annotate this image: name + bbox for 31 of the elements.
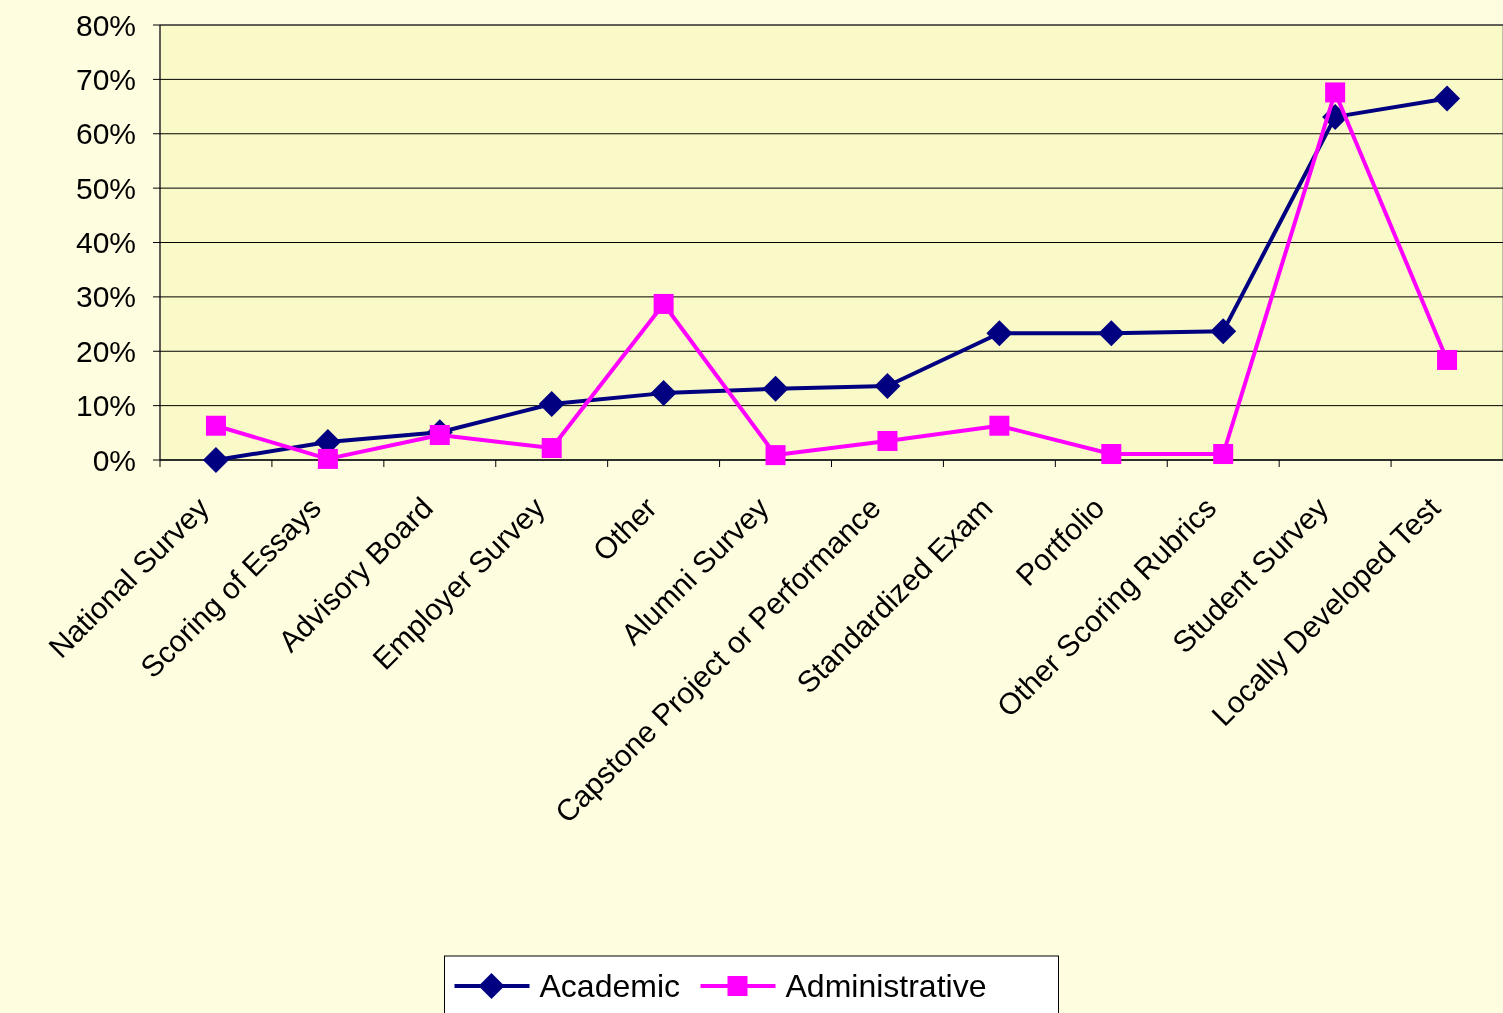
- y-tick-label: 60%: [75, 117, 136, 151]
- y-tick-label: 50%: [75, 171, 136, 205]
- y-tick-label: 0%: [92, 443, 136, 477]
- point: [1325, 82, 1346, 103]
- point: [986, 320, 1013, 347]
- point: [762, 375, 789, 402]
- point: [1210, 318, 1237, 345]
- y-tick-label: 40%: [75, 226, 136, 259]
- point: [1098, 320, 1125, 347]
- y-tick-label: 20%: [75, 334, 136, 368]
- point: [877, 430, 898, 451]
- point: [653, 293, 674, 314]
- point: [765, 445, 786, 466]
- point: [1437, 349, 1458, 370]
- y-tick-label: 10%: [75, 389, 136, 423]
- legend-label: Administrative: [785, 968, 987, 1005]
- point: [317, 448, 338, 469]
- legend-label: Academic: [539, 968, 680, 1005]
- point: [202, 447, 229, 473]
- point: [538, 390, 565, 417]
- y-tick-label: 30%: [75, 280, 136, 314]
- point: [1213, 444, 1234, 465]
- y-tick-label: 80%: [75, 8, 136, 42]
- point: [541, 438, 562, 459]
- point: [650, 380, 677, 407]
- y-tick-label: 70%: [75, 62, 136, 96]
- point: [1434, 85, 1461, 112]
- point: [874, 373, 901, 400]
- point: [989, 415, 1010, 436]
- point: [1101, 444, 1122, 465]
- point: [205, 415, 226, 436]
